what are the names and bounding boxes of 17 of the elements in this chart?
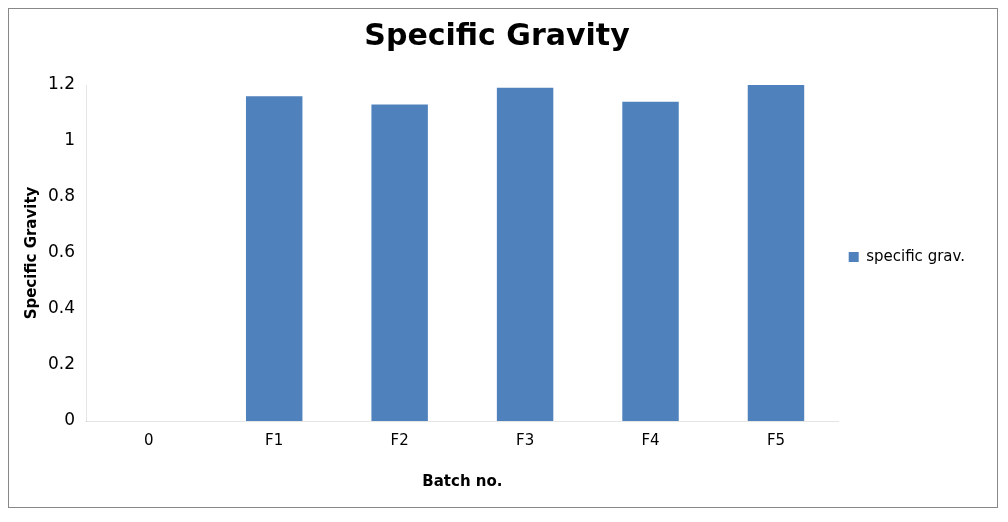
y-tick-label: 1 (64, 129, 76, 150)
y-tick-label: 0.2 (47, 353, 76, 374)
x-tick-label: F2 (390, 430, 409, 449)
legend-label: specific grav. (866, 246, 966, 265)
y-tick-label: 0 (64, 409, 76, 430)
x-tick-label: F1 (265, 430, 284, 449)
x-axis-title: Batch no. (422, 471, 503, 490)
x-tick-label: F4 (641, 430, 660, 449)
chart-title: Specific Gravity (364, 16, 631, 52)
y-tick-label: 1.2 (47, 73, 76, 94)
y-tick-label: 0.6 (47, 241, 76, 262)
y-tick-label: 0.8 (47, 185, 76, 206)
x-tick-label: 0 (143, 430, 154, 449)
y-tick-label: 0.4 (47, 297, 76, 318)
y-axis-title: Specific Gravity (21, 186, 40, 320)
x-tick-label: F5 (766, 430, 786, 449)
x-tick-label: F3 (516, 430, 535, 449)
